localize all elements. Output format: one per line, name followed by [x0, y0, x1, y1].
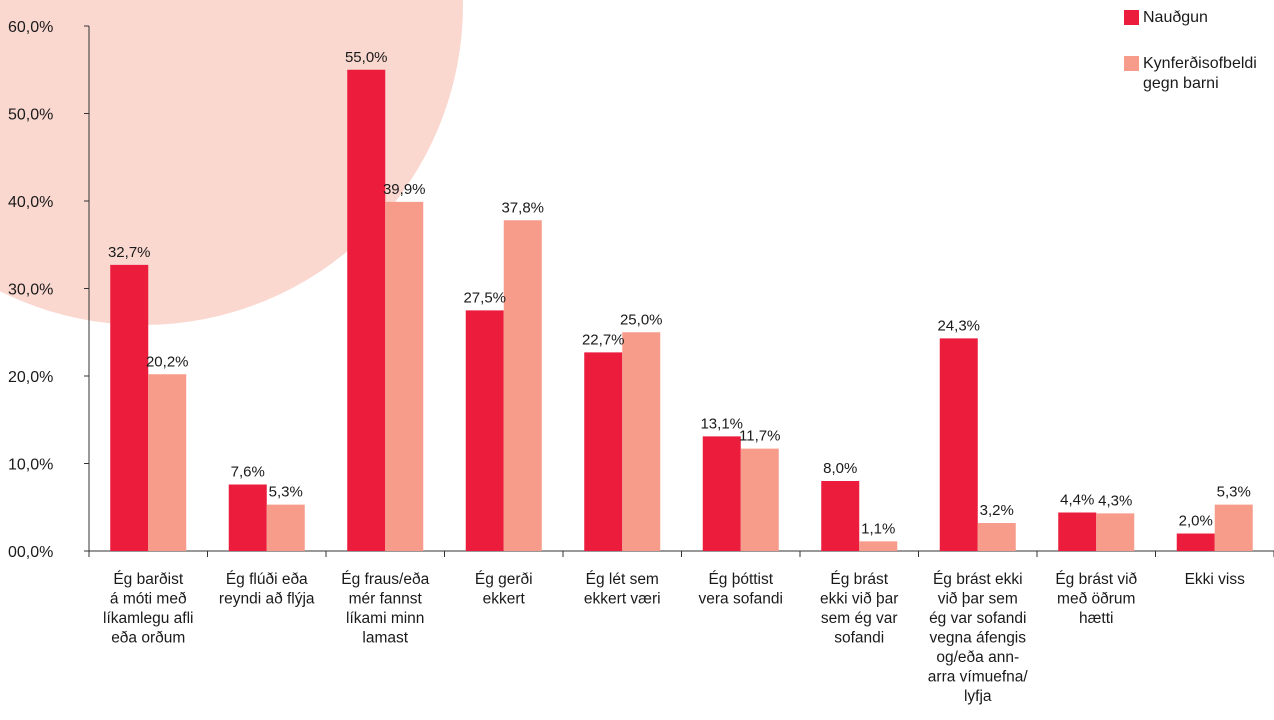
legend-label-kynferdisofbeldi: Kynferðisofbeldi gegn barni — [1143, 55, 1257, 92]
data-label-nauthgun: 55,0% — [345, 49, 388, 66]
bar-kynferdisofbeldi — [740, 448, 779, 551]
data-label-kynferdisofbeldi: 5,3% — [1217, 484, 1251, 501]
category-label-line: ekkert — [483, 591, 526, 608]
data-label-nauthgun: 8,0% — [823, 460, 857, 477]
y-tick-label: 50,0% — [8, 107, 53, 124]
category-label-line: við þar sem — [938, 591, 1018, 608]
bar-kynferdisofbeldi — [977, 523, 1016, 551]
data-label-nauthgun: 24,3% — [937, 317, 980, 334]
data-label-kynferdisofbeldi: 5,3% — [269, 484, 303, 501]
legend-swatch-nauthgun — [1124, 10, 1139, 25]
category-label-line: Ég flúði eða — [226, 571, 308, 588]
bar-nauthgun — [1176, 533, 1215, 551]
category-label: Ég brást við með öðrum hætti — [1055, 571, 1137, 627]
category-label-line: vegna áfengis — [929, 630, 1026, 647]
legend-item-kynferdisofbeldi: Kynferðisofbeldi gegn barni — [1124, 54, 1274, 94]
bar-nauthgun — [465, 310, 504, 551]
category-label-line: Ég brást — [830, 571, 888, 588]
bar-kynferdisofbeldi — [622, 332, 661, 551]
data-label-nauthgun: 7,6% — [231, 464, 265, 481]
bar-kynferdisofbeldi — [1214, 504, 1253, 551]
bar-nauthgun — [821, 481, 860, 551]
data-label-kynferdisofbeldi: 1,1% — [861, 520, 895, 537]
data-label-kynferdisofbeldi: 37,8% — [501, 199, 544, 216]
category-label: Ég þóttist vera sofandi — [699, 571, 783, 608]
category-label-line: reyndi að flýja — [219, 591, 315, 608]
data-label-nauthgun: 27,5% — [463, 289, 506, 306]
bar-nauthgun — [347, 69, 386, 551]
category-label-line: vera sofandi — [699, 591, 783, 608]
data-label-kynferdisofbeldi: 25,0% — [620, 311, 663, 328]
bar-kynferdisofbeldi — [859, 541, 898, 551]
data-label-nauthgun: 4,4% — [1060, 492, 1094, 509]
category-label-line: Ég lét sem — [586, 571, 659, 588]
bar-nauthgun — [584, 352, 623, 551]
y-tick-label: 20,0% — [8, 369, 53, 386]
category-label-line: mér fannst — [349, 591, 423, 608]
bar-kynferdisofbeldi — [503, 220, 542, 551]
category-label-line: á móti með — [110, 591, 187, 608]
data-label-nauthgun: 13,1% — [700, 415, 743, 432]
category-label-line: sem ég var — [821, 610, 898, 627]
y-tick-label: 30,0% — [8, 282, 53, 299]
category-label-line: líkami minn — [346, 610, 424, 627]
legend-swatch-kynferdisofbeldi — [1124, 56, 1139, 71]
legend: Nauðgun Kynferðisofbeldi gegn barni — [1124, 8, 1274, 120]
legend-item-nauthgun: Nauðgun — [1124, 8, 1274, 28]
category-label-line: og/eða ann- — [936, 649, 1019, 666]
background-circle — [0, 0, 463, 325]
category-label-line: Ekki viss — [1185, 571, 1246, 588]
bar-nauthgun — [1058, 512, 1097, 551]
category-label: Ég brást ekki við þar sem ég var sofandi — [820, 571, 898, 647]
data-label-kynferdisofbeldi: 3,2% — [980, 502, 1014, 519]
category-label: Ég lét sem ekkert væri — [584, 571, 661, 608]
bar-kynferdisofbeldi — [1096, 513, 1135, 551]
data-label-kynferdisofbeldi: 4,3% — [1098, 492, 1132, 509]
category-label: Ég flúði eða reyndi að flýja — [219, 571, 315, 608]
bar-nauthgun — [110, 264, 149, 551]
bar-kynferdisofbeldi — [148, 374, 187, 551]
category-label-line: Ég barðist — [113, 571, 183, 588]
category-label: Ég brást ekki við þar sem ég var sofandi ve… — [928, 571, 1029, 705]
category-label-line: hætti — [1079, 610, 1113, 627]
legend-label-nauthgun: Nauðgun — [1143, 9, 1208, 26]
y-tick-label: 40,0% — [8, 194, 53, 211]
data-label-nauthgun: 22,7% — [582, 331, 625, 348]
bar-nauthgun — [939, 338, 978, 551]
category-label-line: Ég fraus/eða — [341, 571, 429, 588]
bar-nauthgun — [228, 484, 267, 551]
category-label-line: eða orðum — [111, 630, 185, 647]
category-label: Ég barðist á móti með líkamlegu afli eða or… — [103, 571, 193, 647]
data-label-kynferdisofbeldi: 20,2% — [146, 353, 189, 370]
data-label-kynferdisofbeldi: 39,9% — [383, 181, 426, 198]
category-label-line: sofandi — [834, 630, 884, 647]
category-label-line: lyfja — [964, 688, 992, 705]
category-label: Ég gerði ekkert — [475, 571, 533, 608]
category-label-line: Ég þóttist — [708, 571, 773, 588]
y-tick-label: 10,0% — [8, 457, 53, 474]
category-label-line: Ég brást við — [1055, 571, 1137, 588]
category-label-line: með öðrum — [1057, 591, 1135, 608]
category-label-line: lamast — [362, 630, 408, 647]
category-label: Ég fraus/eða mér fannst líkami minn lamast — [341, 571, 429, 647]
category-label-line: Ég brást ekki — [933, 571, 1023, 588]
bar-nauthgun — [702, 436, 741, 551]
category-label: Ekki viss — [1185, 571, 1246, 588]
y-tick-label: 00,0% — [8, 544, 53, 561]
category-label-line: arra vímuefna/ — [928, 669, 1029, 686]
category-label-line: ég var sofandi — [929, 610, 1026, 627]
category-label-line: ekkert væri — [584, 591, 661, 608]
data-label-nauthgun: 32,7% — [108, 244, 151, 261]
category-label-line: Ég gerði — [475, 571, 533, 588]
y-tick-label: 60,0% — [8, 19, 53, 36]
category-label-line: ekki við þar — [820, 591, 898, 608]
bar-kynferdisofbeldi — [266, 504, 305, 551]
data-label-nauthgun: 2,0% — [1179, 513, 1213, 530]
bar-kynferdisofbeldi — [385, 201, 424, 551]
category-label-line: líkamlegu afli — [103, 610, 193, 627]
data-label-kynferdisofbeldi: 11,7% — [739, 428, 780, 445]
